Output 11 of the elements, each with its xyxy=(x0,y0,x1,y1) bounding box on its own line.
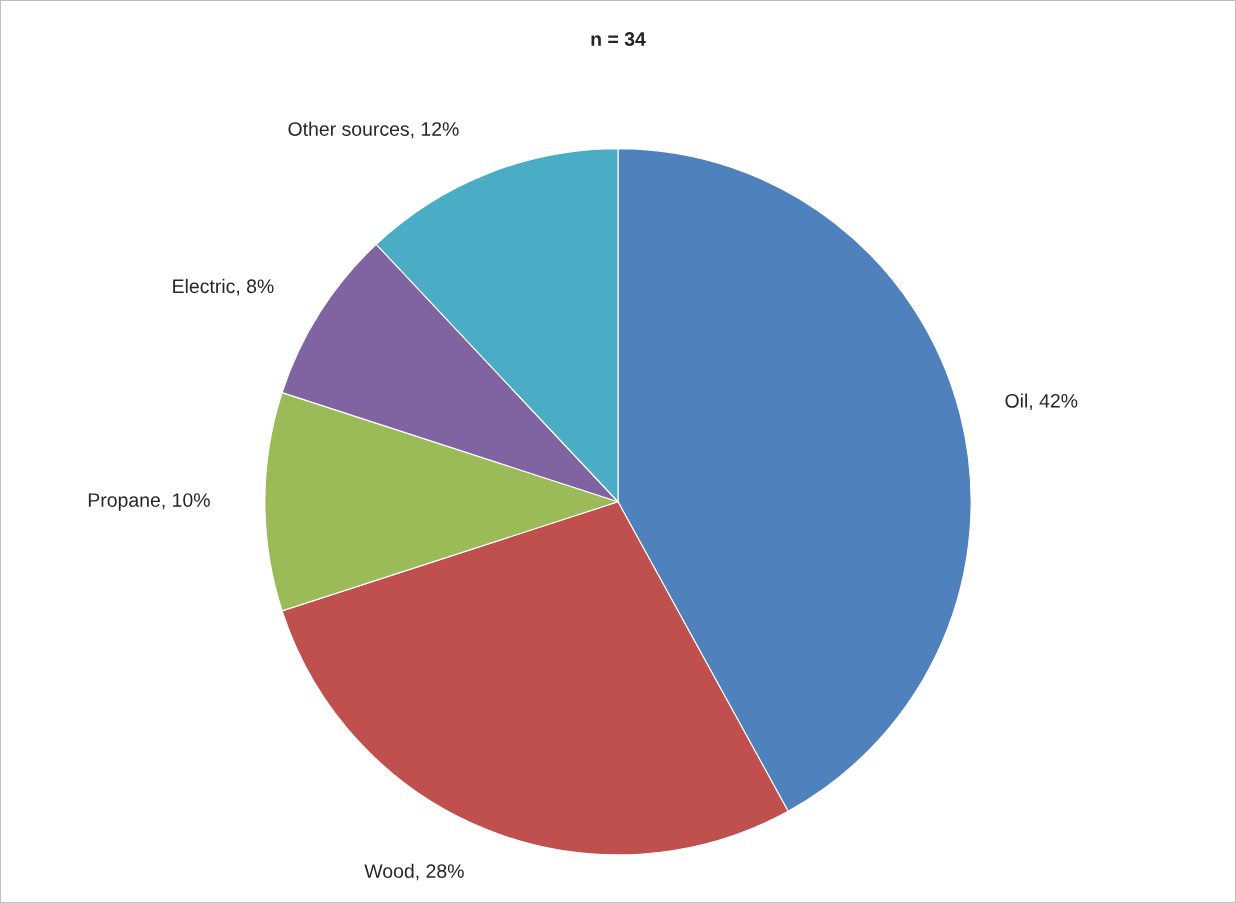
data-label: , 8% xyxy=(237,279,274,296)
slice-label: Oil xyxy=(1005,393,1027,408)
chart-title: n = 34 xyxy=(591,32,646,46)
data-label: , 42% xyxy=(1030,393,1078,411)
data-label: , 12% xyxy=(411,122,459,139)
slice-label: Electric xyxy=(173,278,235,294)
data-label: , 10% xyxy=(162,493,210,510)
slice-label: Propane xyxy=(88,493,160,511)
slice-label: Wood xyxy=(364,863,414,878)
slice-label: Other sources xyxy=(288,121,409,136)
data-label: , 28% xyxy=(416,864,464,881)
